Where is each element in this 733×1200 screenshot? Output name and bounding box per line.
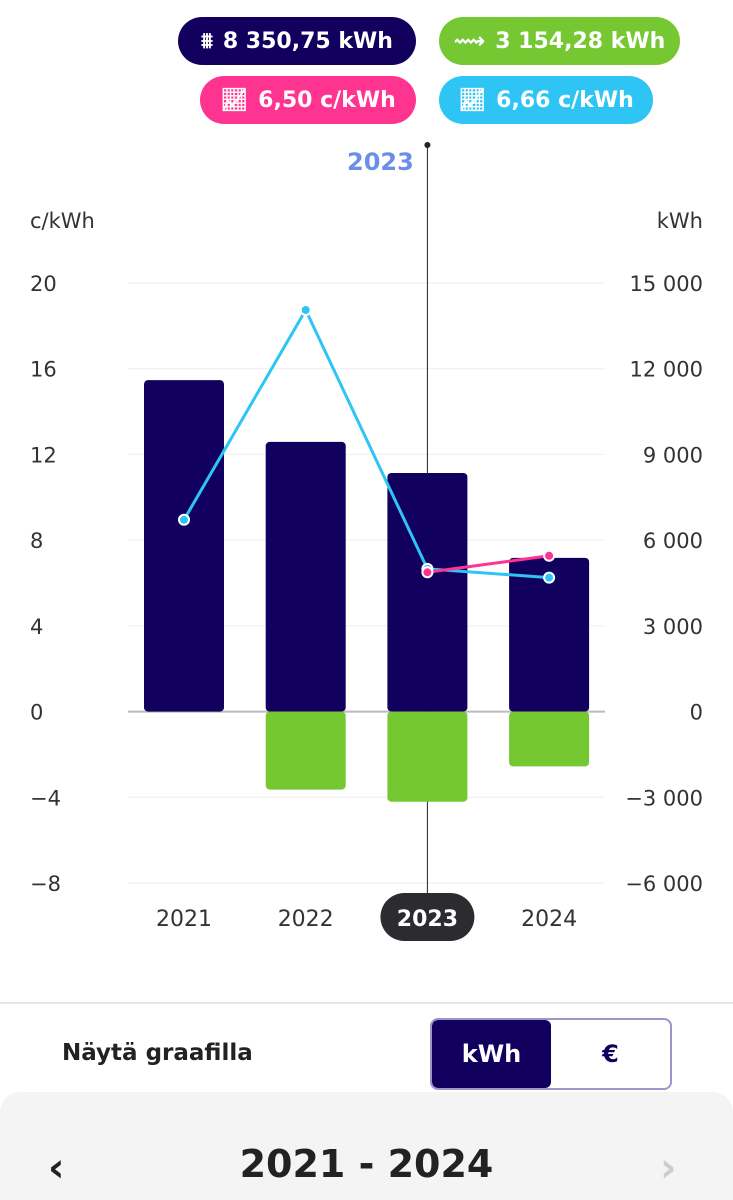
- left-tick-label: 0: [30, 701, 43, 725]
- bar-2022: [265, 441, 346, 712]
- next-button[interactable]: ›: [660, 1145, 677, 1191]
- show-on-chart-label: Näytä graafilla: [62, 1040, 253, 1066]
- bar-2021: [144, 380, 224, 712]
- chart-line-icon: 📈︎: [458, 87, 487, 113]
- price-blue-pill: 📈︎ 6,66 c/kWh: [439, 76, 653, 124]
- bar-2022: [265, 711, 346, 790]
- x-tick-label: 2023: [397, 907, 458, 932]
- consumption-pill: ⩩ 8 350,75 kWh: [178, 17, 416, 65]
- line-point: [178, 513, 190, 526]
- euro-option[interactable]: €: [602, 1040, 619, 1068]
- line-point: [299, 304, 312, 316]
- selection-dot: [424, 142, 431, 148]
- left-tick-label: −8: [30, 872, 61, 896]
- bar-2024: [509, 711, 590, 767]
- divider: [0, 1002, 733, 1004]
- line-point: [421, 566, 434, 579]
- x-tick-label: 2022: [278, 907, 334, 932]
- left-tick-label: 20: [30, 272, 57, 296]
- x-tick-label: 2024: [521, 907, 577, 932]
- left-tick-label: −4: [30, 786, 61, 810]
- bar-2023: [387, 711, 468, 802]
- line-price-c-kWh: [182, 306, 550, 580]
- kwh-option[interactable]: kWh: [432, 1020, 551, 1088]
- right-tick-label: 6 000: [643, 529, 703, 553]
- power-tower-icon: ⩩: [201, 28, 213, 54]
- bar-2023: [387, 472, 468, 712]
- line-point: [543, 549, 556, 562]
- x-tick-label: 2021: [156, 907, 212, 932]
- production-pill: ⟿ 3 154,28 kWh: [439, 17, 680, 65]
- solar-wave-icon: ⟿: [453, 28, 486, 54]
- left-tick-label: 4: [30, 615, 43, 639]
- left-tick-label: 8: [30, 529, 43, 553]
- right-tick-label: 3 000: [643, 615, 703, 639]
- right-tick-label: −6 000: [625, 872, 703, 896]
- prev-button[interactable]: ‹: [48, 1145, 65, 1191]
- left-tick-label: 12: [30, 443, 57, 467]
- selected-year-label: 2023: [347, 148, 414, 176]
- line-price-2-c-kWh: [427, 554, 550, 574]
- right-tick-label: 12 000: [630, 358, 703, 382]
- period-range: 2021 - 2024: [239, 1142, 494, 1186]
- unit-toggle[interactable]: kWh €: [430, 1018, 672, 1090]
- price-pink-pill: 📈︎ 6,50 c/kWh: [200, 76, 416, 124]
- right-tick-label: −3 000: [625, 786, 703, 810]
- right-axis-title: kWh: [657, 209, 703, 233]
- period-nav: [0, 1092, 733, 1200]
- left-tick-label: 16: [30, 358, 57, 382]
- selected-year-badge: [380, 893, 475, 941]
- right-tick-label: 0: [690, 701, 703, 725]
- chart-line-icon: 📈︎: [220, 87, 249, 113]
- chart[interactable]: c/kWh kWh 20 15 000 16 12 000 12 9 000 8 6 000 4 3 …: [0, 130, 733, 960]
- right-tick-label: 15 000: [630, 272, 703, 296]
- bar-2024: [509, 557, 590, 712]
- left-axis-title: c/kWh: [30, 209, 95, 233]
- right-tick-label: 9 000: [643, 443, 703, 467]
- line-point: [543, 571, 556, 584]
